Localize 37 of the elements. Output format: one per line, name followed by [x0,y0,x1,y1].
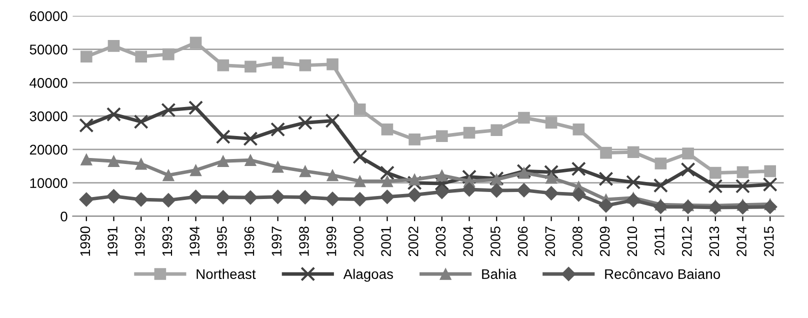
y-tick-label: 50000 [30,44,68,54]
x-tick-label: 2012 [682,226,692,256]
x-tick-label: 1993 [162,226,172,256]
x-tick-label: 2007 [545,226,556,256]
x-tick-label: 2008 [572,226,582,256]
y-tick-label: 0 [60,212,68,222]
x-tick-label: 2000 [354,226,364,256]
legend-label: Alagoas [343,268,393,282]
y-tick-label: 30000 [30,111,68,122]
y-tick-label: 10000 [30,178,68,188]
x-tick-label: 1990 [80,226,90,256]
x-tick-label: 2010 [627,226,638,256]
x-tick-label: 1997 [272,226,282,256]
y-tick-label: 40000 [30,78,68,88]
legend-label: Recôncavo Baiano [605,268,720,280]
x-tick-label: 2015 [764,226,774,256]
x-tick-label: 2011 [654,226,664,256]
x-tick-label: 1991 [108,226,118,256]
x-tick-label: 1996 [244,226,254,256]
legend-label: Bahia [482,268,517,280]
x-tick-label: 2014 [736,226,746,256]
y-tick-label: 20000 [30,144,68,155]
x-tick-label: 1995 [217,226,227,256]
y-tick-label: 60000 [30,11,68,22]
x-tick-label: 1998 [299,226,309,256]
legend-label: Northeast [196,268,256,280]
x-tick-label: 1994 [190,226,200,256]
x-tick-label: 1999 [326,226,336,256]
x-tick-label: 2004 [463,226,473,256]
x-tick-label: 2002 [408,226,418,256]
x-tick-label: 2013 [709,226,720,256]
x-tick-label: 2003 [436,226,446,256]
x-tick-label: 1992 [134,226,145,256]
x-tick-label: 2005 [490,226,500,256]
x-tick-label: 2009 [600,226,610,256]
x-tick-label: 2001 [381,226,391,256]
x-tick-label: 2006 [518,226,528,256]
